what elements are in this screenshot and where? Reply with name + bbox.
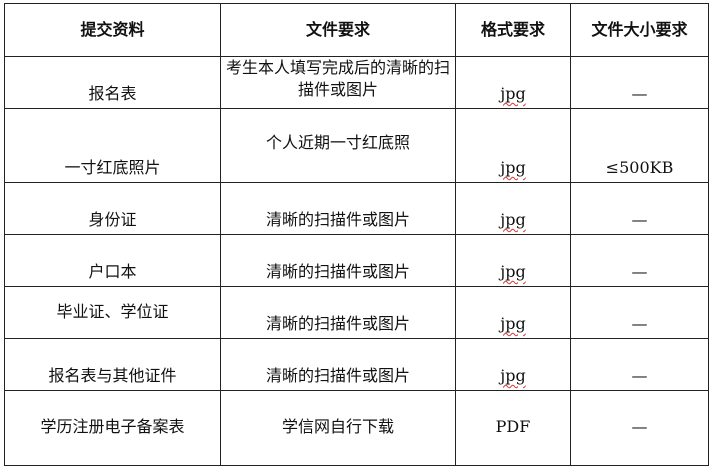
cell-material: 报名表 bbox=[4, 56, 221, 109]
cell-requirement-text: 学信网自行下载 bbox=[281, 417, 394, 436]
cell-format: jpg bbox=[455, 234, 571, 287]
cell-material: 毕业证、学位证 bbox=[4, 286, 221, 339]
cell-format-text: jpg bbox=[500, 366, 526, 385]
cell-format-text: jpg bbox=[500, 84, 526, 103]
cell-material-text: 毕业证、学位证 bbox=[56, 301, 169, 321]
cell-requirement-text: 清晰的扫描件或图片 bbox=[265, 262, 410, 281]
cell-format: jpg bbox=[455, 108, 571, 183]
cell-size-text: — bbox=[631, 417, 648, 436]
header-format: 格式要求 bbox=[455, 3, 571, 57]
cell-requirement: 清晰的扫描件或图片 bbox=[220, 286, 456, 339]
cell-size: — bbox=[570, 390, 709, 466]
cell-size-text: — bbox=[631, 314, 648, 333]
cell-requirement: 学信网自行下载 bbox=[220, 390, 456, 466]
cell-requirement-text: 清晰的扫描件或图片 bbox=[265, 314, 410, 333]
cell-format: PDF bbox=[455, 390, 571, 466]
cell-format-text: jpg bbox=[500, 262, 526, 281]
cell-material-text: 一寸红底照片 bbox=[64, 158, 161, 177]
table-row: 学历注册电子备案表 学信网自行下载 PDF — bbox=[4, 390, 709, 466]
requirements-table: 提交资料 文件要求 格式要求 文件大小要求 报名表 考生本人填写完成后的清晰的扫描… bbox=[4, 3, 709, 466]
cell-size-text: — bbox=[631, 366, 648, 385]
cell-material-text: 户口本 bbox=[88, 262, 137, 281]
table-row: 报名表 考生本人填写完成后的清晰的扫描件或图片 jpg — bbox=[4, 56, 709, 109]
table-row: 毕业证、学位证清晰的扫描件或图片 jpg — bbox=[4, 286, 709, 339]
cell-material: 一寸红底照片 bbox=[4, 108, 221, 183]
cell-format-text: jpg bbox=[500, 210, 526, 229]
cell-format: jpg bbox=[455, 56, 571, 109]
cell-size: — bbox=[570, 234, 709, 287]
header-requirement: 文件要求 bbox=[220, 3, 456, 57]
cell-requirement: 清晰的扫描件或图片 bbox=[220, 338, 456, 391]
cell-requirement: 清晰的扫描件或图片 bbox=[220, 182, 456, 235]
cell-size: ≤500KB bbox=[570, 108, 709, 183]
cell-requirement-text: 清晰的扫描件或图片 bbox=[265, 366, 410, 385]
cell-size: — bbox=[570, 286, 709, 339]
cell-format: jpg bbox=[455, 182, 571, 235]
cell-material-text: 学历注册电子备案表 bbox=[40, 417, 185, 436]
header-row: 提交资料 文件要求 格式要求 文件大小要求 bbox=[4, 3, 709, 57]
table-row: 身份证 清晰的扫描件或图片 jpg — bbox=[4, 182, 709, 235]
cell-size: — bbox=[570, 56, 709, 109]
table-row: 户口本 清晰的扫描件或图片 jpg — bbox=[4, 234, 709, 287]
table-row: 一寸红底照片 个人近期一寸红底照 jpg ≤500KB bbox=[4, 108, 709, 183]
cell-material-text: 报名表 bbox=[88, 84, 137, 103]
cell-material-text: 身份证 bbox=[88, 210, 137, 229]
cell-requirement: 清晰的扫描件或图片 bbox=[220, 234, 456, 287]
cell-material: 报名表与其他证件 bbox=[4, 338, 221, 391]
cell-format: jpg bbox=[455, 286, 571, 339]
cell-material: 学历注册电子备案表 bbox=[4, 390, 221, 466]
cell-format: jpg bbox=[455, 338, 571, 391]
cell-size-text: — bbox=[631, 84, 648, 103]
cell-format-text: jpg bbox=[500, 158, 526, 177]
cell-format-text: PDF bbox=[495, 417, 531, 436]
header-size: 文件大小要求 bbox=[570, 3, 709, 57]
cell-size-text: ≤500KB bbox=[605, 158, 674, 177]
header-material: 提交资料 bbox=[4, 3, 221, 57]
cell-requirement: 考生本人填写完成后的清晰的扫描件或图片 bbox=[220, 56, 456, 109]
cell-format-text: jpg bbox=[500, 314, 526, 333]
cell-size: — bbox=[570, 338, 709, 391]
cell-requirement-text: 考生本人填写完成后的清晰的扫描件或图片 bbox=[225, 58, 450, 99]
cell-material: 户口本 bbox=[4, 234, 221, 287]
cell-requirement-text: 个人近期一寸红底照 bbox=[265, 133, 410, 152]
cell-requirement: 个人近期一寸红底照 bbox=[220, 108, 456, 183]
cell-size-text: — bbox=[631, 262, 648, 281]
cell-material: 身份证 bbox=[4, 182, 221, 235]
cell-size-text: — bbox=[631, 210, 648, 229]
cell-material-text: 报名表与其他证件 bbox=[48, 366, 177, 385]
cell-requirement-text: 清晰的扫描件或图片 bbox=[265, 210, 410, 229]
table-row: 报名表与其他证件 清晰的扫描件或图片 jpg — bbox=[4, 338, 709, 391]
cell-size: — bbox=[570, 182, 709, 235]
